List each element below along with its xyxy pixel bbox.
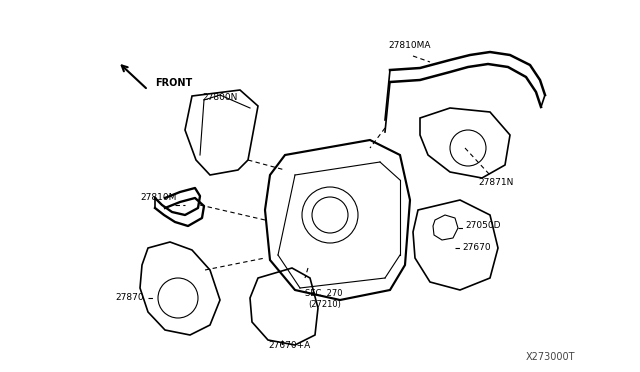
Text: 27870: 27870	[115, 293, 143, 302]
Text: 27050D: 27050D	[465, 221, 500, 230]
Text: (27210): (27210)	[308, 300, 341, 309]
Text: 27810M: 27810M	[140, 193, 177, 202]
Text: 27810MA: 27810MA	[388, 41, 431, 50]
Text: X273000T: X273000T	[525, 352, 575, 362]
Text: 27670+A: 27670+A	[268, 341, 310, 350]
Text: FRONT: FRONT	[155, 78, 192, 88]
Text: 27871N: 27871N	[478, 178, 513, 187]
Text: SEC. 270: SEC. 270	[305, 289, 342, 298]
Text: 27800N: 27800N	[202, 93, 237, 102]
Text: 27670: 27670	[462, 243, 491, 252]
